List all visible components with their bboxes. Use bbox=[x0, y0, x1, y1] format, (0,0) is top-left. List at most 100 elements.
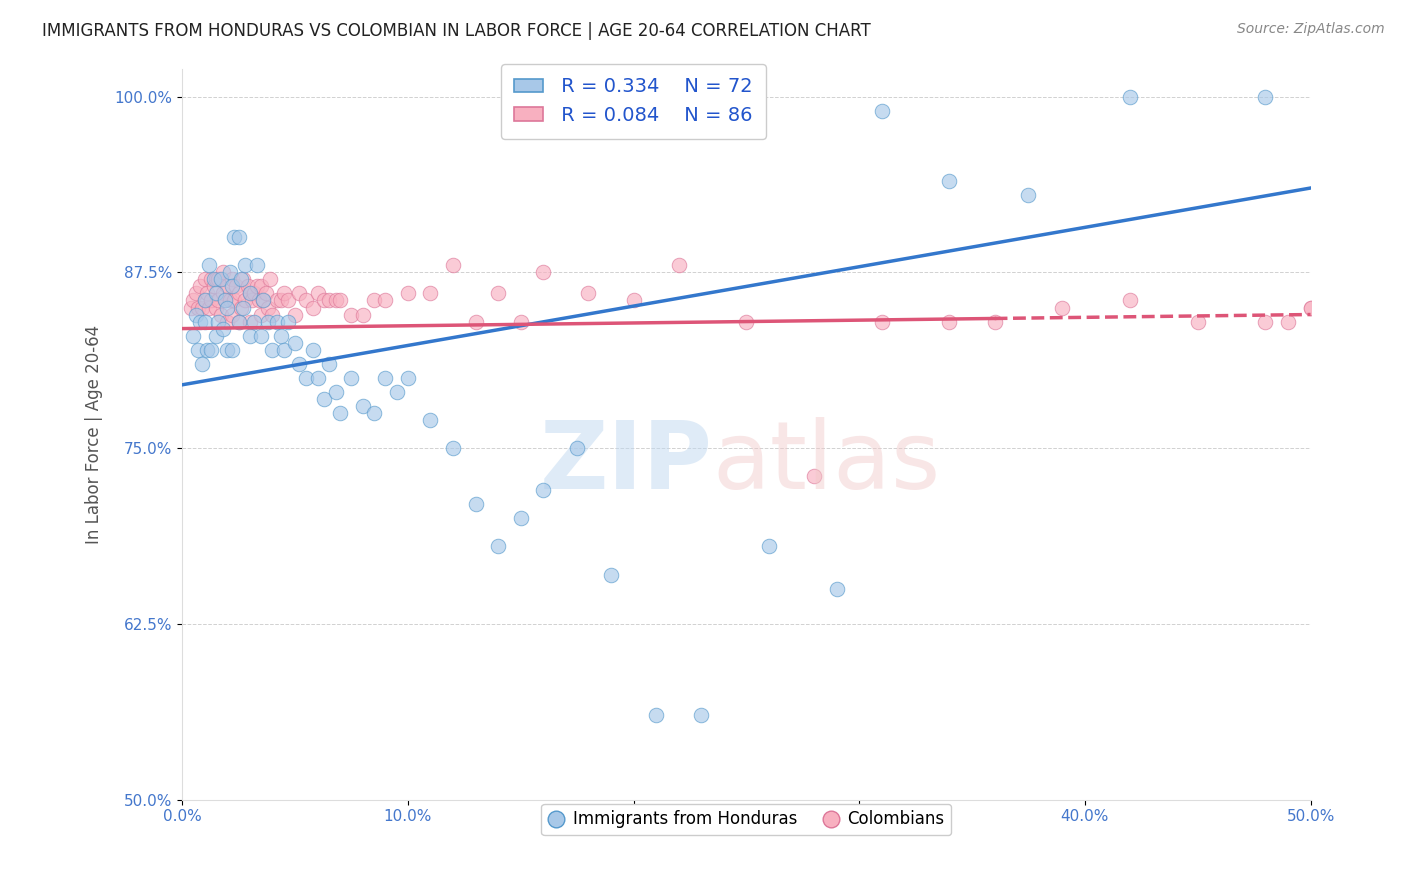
Point bbox=[205, 328, 228, 343]
Point bbox=[486, 286, 509, 301]
Point bbox=[217, 301, 239, 315]
Point bbox=[205, 272, 228, 286]
Point bbox=[246, 279, 269, 293]
Point bbox=[288, 286, 311, 301]
Point bbox=[419, 413, 441, 427]
Point bbox=[1017, 188, 1039, 202]
Text: IMMIGRANTS FROM HONDURAS VS COLOMBIAN IN LABOR FORCE | AGE 20-64 CORRELATION CHA: IMMIGRANTS FROM HONDURAS VS COLOMBIAN IN… bbox=[42, 22, 870, 40]
Point bbox=[207, 314, 229, 328]
Point bbox=[314, 293, 336, 308]
Point bbox=[645, 708, 668, 723]
Point bbox=[257, 314, 280, 328]
Point bbox=[266, 314, 288, 328]
Point bbox=[307, 286, 329, 301]
Point bbox=[284, 308, 307, 322]
Point bbox=[180, 301, 202, 315]
Point bbox=[211, 265, 233, 279]
Point bbox=[191, 301, 214, 315]
Point bbox=[184, 286, 207, 301]
Point bbox=[352, 308, 374, 322]
Point bbox=[273, 286, 295, 301]
Point bbox=[318, 357, 340, 371]
Point bbox=[277, 314, 299, 328]
Point bbox=[374, 371, 396, 385]
Point bbox=[202, 272, 225, 286]
Point bbox=[209, 272, 232, 286]
Point bbox=[257, 301, 280, 315]
Point bbox=[983, 314, 1005, 328]
Point bbox=[214, 293, 236, 308]
Point bbox=[228, 314, 250, 328]
Point bbox=[565, 441, 588, 455]
Point bbox=[250, 279, 273, 293]
Point bbox=[531, 483, 554, 498]
Point bbox=[1119, 293, 1142, 308]
Point bbox=[228, 230, 250, 244]
Point bbox=[464, 314, 486, 328]
Point bbox=[363, 406, 385, 420]
Point bbox=[803, 469, 825, 483]
Y-axis label: In Labor Force | Age 20-64: In Labor Force | Age 20-64 bbox=[86, 325, 103, 543]
Point bbox=[486, 540, 509, 554]
Point bbox=[385, 384, 408, 399]
Point bbox=[246, 258, 269, 272]
Point bbox=[200, 293, 222, 308]
Point bbox=[758, 540, 780, 554]
Point bbox=[217, 343, 239, 357]
Point bbox=[239, 314, 262, 328]
Legend: Immigrants from Honduras, Colombians: Immigrants from Honduras, Colombians bbox=[541, 804, 952, 835]
Point bbox=[225, 279, 247, 293]
Point bbox=[266, 293, 288, 308]
Point bbox=[254, 286, 277, 301]
Point bbox=[690, 708, 713, 723]
Point bbox=[325, 384, 347, 399]
Point bbox=[270, 293, 292, 308]
Point bbox=[200, 343, 222, 357]
Point bbox=[262, 308, 284, 322]
Point bbox=[329, 406, 352, 420]
Point bbox=[218, 293, 240, 308]
Point bbox=[600, 567, 623, 582]
Point bbox=[233, 293, 256, 308]
Point bbox=[1187, 314, 1209, 328]
Point bbox=[277, 293, 299, 308]
Point bbox=[240, 293, 263, 308]
Point bbox=[239, 286, 262, 301]
Point bbox=[250, 308, 273, 322]
Point bbox=[623, 293, 645, 308]
Point bbox=[188, 314, 211, 328]
Point bbox=[239, 286, 262, 301]
Point bbox=[221, 343, 243, 357]
Point bbox=[576, 286, 599, 301]
Point bbox=[396, 286, 419, 301]
Point bbox=[509, 314, 531, 328]
Point bbox=[200, 272, 222, 286]
Point bbox=[194, 293, 217, 308]
Point bbox=[194, 314, 217, 328]
Point bbox=[1052, 301, 1074, 315]
Point bbox=[325, 293, 347, 308]
Point bbox=[221, 279, 243, 293]
Point bbox=[207, 293, 229, 308]
Point bbox=[302, 301, 325, 315]
Point bbox=[531, 265, 554, 279]
Point bbox=[187, 343, 209, 357]
Point bbox=[295, 371, 318, 385]
Point bbox=[184, 308, 207, 322]
Point bbox=[221, 308, 243, 322]
Point bbox=[419, 286, 441, 301]
Point bbox=[187, 301, 209, 315]
Point bbox=[195, 286, 218, 301]
Point bbox=[273, 343, 295, 357]
Point bbox=[217, 314, 239, 328]
Point bbox=[222, 293, 245, 308]
Point bbox=[232, 272, 254, 286]
Point bbox=[318, 293, 340, 308]
Point bbox=[202, 279, 225, 293]
Point bbox=[352, 399, 374, 413]
Point bbox=[295, 293, 318, 308]
Point bbox=[183, 293, 205, 308]
Point bbox=[236, 279, 259, 293]
Point bbox=[441, 258, 464, 272]
Point bbox=[735, 314, 758, 328]
